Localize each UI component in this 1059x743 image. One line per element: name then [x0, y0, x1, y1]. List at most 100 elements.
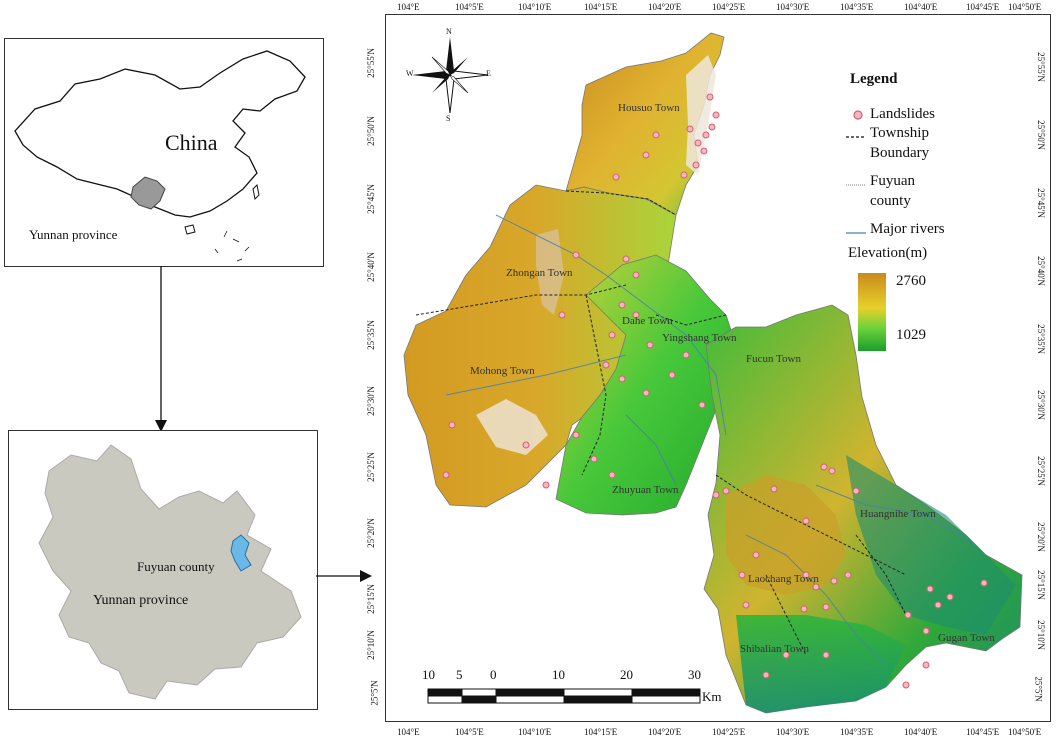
major-rivers [445, 214, 977, 666]
elevation-high: 2760 [896, 273, 926, 289]
yunnan-province-map [38, 444, 302, 700]
landslide-point [802, 571, 810, 579]
landslide-point [828, 467, 836, 475]
top-tick-label: 104°20'E [648, 2, 682, 12]
right-tick-label: 25°30'N [1035, 390, 1046, 420]
landslide-point [542, 481, 550, 489]
landslide-point [762, 671, 770, 679]
landslide-point [820, 463, 828, 471]
fuyuan-county-label: Fuyuan county [137, 559, 215, 574]
compass-e: E [486, 69, 491, 78]
landslide-point [722, 487, 730, 495]
left-tick-label: 25°50'N [365, 116, 376, 146]
landslide-point [442, 471, 450, 479]
right-tick-label: 25°40'N [1035, 256, 1046, 286]
east-uplands [726, 475, 846, 595]
compass-s: S [446, 114, 451, 123]
county-symbol [846, 184, 866, 186]
landslide-point [632, 271, 640, 279]
main-map-frame: N S E W Housuo Town Zhongan Town Dahe To… [385, 14, 1051, 722]
landslide-point [642, 389, 650, 397]
scale-label: 10 [422, 667, 435, 682]
south-china-sea-islands [214, 230, 250, 262]
landslide-point [682, 351, 690, 359]
top-tick-label: 104°10'E [518, 2, 552, 12]
landslide-point [800, 605, 808, 613]
top-tick-label: 104°30'E [776, 2, 810, 12]
compass-w: W [406, 69, 414, 78]
bottom-tick-label: 104°25'E [712, 727, 746, 737]
landslide-point [782, 651, 790, 659]
legend-title: Legend [850, 71, 898, 87]
landslide-point [802, 517, 810, 525]
landslide-point [646, 341, 654, 349]
arrow-yunnan-to-map [316, 570, 372, 582]
yunnan-province-shape [38, 444, 302, 700]
east-valley [846, 455, 1016, 635]
bottom-tick-label: 104°40'E [904, 727, 938, 737]
china-outline-map [14, 50, 306, 262]
right-tick-label: 25°50'N [1035, 120, 1046, 150]
landslide-point [522, 441, 530, 449]
landslide-point [752, 551, 760, 559]
landslide-point [692, 161, 700, 169]
landslide-point [590, 455, 598, 463]
bottom-tick-label: 104°50'E [1008, 727, 1042, 737]
landslide-point [612, 173, 620, 181]
landslide-point [608, 331, 616, 339]
left-tick-label: 25°30'N [365, 386, 376, 416]
left-tick-label: 25°20'N [365, 518, 376, 548]
town-label: Yingshang Town [662, 332, 737, 344]
right-tick-label: 25°15'N [1035, 570, 1046, 600]
landslide-point [618, 301, 626, 309]
town-label: Dahe Town [622, 315, 673, 327]
landslide-point [934, 601, 942, 609]
town-label: Gugan Town [938, 632, 995, 644]
right-tick-label: 25°35'N [1035, 324, 1046, 354]
top-tick-label: 104°35'E [840, 2, 874, 12]
yunnan-province-shape [130, 176, 166, 210]
landslide-point [618, 375, 626, 383]
high-peak-west [476, 399, 548, 455]
legend-boundary-1: Township [870, 125, 929, 141]
landslide-point [622, 255, 630, 263]
landslide-point [702, 131, 710, 139]
landslide-point [812, 583, 820, 591]
landslide-point [712, 111, 720, 119]
landslide-point [602, 361, 610, 369]
right-tick-label: 25°10'N [1035, 620, 1046, 650]
landslide-point [686, 125, 694, 133]
landslide-symbol [853, 110, 863, 120]
right-tick-label: 25°5'N [1033, 676, 1044, 702]
elevation-map [403, 32, 1023, 714]
town-label: Mohong Town [470, 365, 535, 377]
left-tick-label: 25°35'N [365, 320, 376, 350]
landslide-point [926, 585, 934, 593]
yunnan-inset-panel: Fuyuan county Yunnan province [8, 430, 318, 710]
township-boundaries [415, 190, 907, 656]
scale-label: 0 [490, 667, 497, 682]
central-region [555, 254, 737, 516]
town-label: Zhongan Town [506, 267, 573, 279]
scale-label: 20 [620, 667, 633, 682]
right-tick-label: 25°45'N [1035, 188, 1046, 218]
high-peak-center [536, 229, 564, 315]
legend-landslides: Landslides [870, 106, 935, 122]
hainan-island [184, 224, 196, 235]
river-symbol [846, 232, 866, 234]
north-arrow [412, 37, 489, 114]
bottom-tick-label: 104°45'E [966, 727, 1000, 737]
top-tick-label: 104°E [397, 2, 420, 12]
landslide-point [700, 147, 708, 155]
yunnan-province-label-2: Yunnan province [93, 593, 189, 608]
scale-label: 30 [688, 667, 701, 682]
landslide-point [572, 431, 580, 439]
left-tick-label: 25°25'N [365, 452, 376, 482]
china-label: China [165, 130, 218, 155]
landslide-point [694, 139, 702, 147]
landslide-point [712, 491, 720, 499]
left-tick-label: 25°15'N [365, 584, 376, 614]
landslide-point [708, 123, 716, 131]
boundary-symbol [846, 136, 866, 138]
landslide-point [706, 93, 714, 101]
